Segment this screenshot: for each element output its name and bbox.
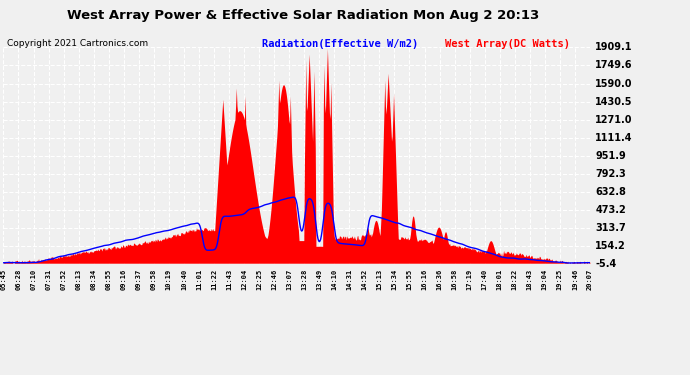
Text: 1909.1: 1909.1 xyxy=(595,42,633,52)
Text: 1271.0: 1271.0 xyxy=(595,114,633,125)
Text: West Array Power & Effective Solar Radiation Mon Aug 2 20:13: West Array Power & Effective Solar Radia… xyxy=(68,9,540,22)
Text: 473.2: 473.2 xyxy=(595,205,626,215)
Text: 632.8: 632.8 xyxy=(595,187,627,196)
Text: Copyright 2021 Cartronics.com: Copyright 2021 Cartronics.com xyxy=(7,39,148,48)
Text: 1590.0: 1590.0 xyxy=(595,78,633,88)
Text: 792.3: 792.3 xyxy=(595,169,626,178)
Text: 1749.6: 1749.6 xyxy=(595,60,633,70)
Text: -5.4: -5.4 xyxy=(595,259,617,269)
Text: Radiation(Effective W/m2): Radiation(Effective W/m2) xyxy=(262,39,418,50)
Text: 1430.5: 1430.5 xyxy=(595,96,633,106)
Text: 313.7: 313.7 xyxy=(595,223,626,233)
Text: 1111.4: 1111.4 xyxy=(595,133,633,142)
Text: West Array(DC Watts): West Array(DC Watts) xyxy=(445,39,570,50)
Text: 154.2: 154.2 xyxy=(595,241,626,251)
Text: 951.9: 951.9 xyxy=(595,151,626,160)
